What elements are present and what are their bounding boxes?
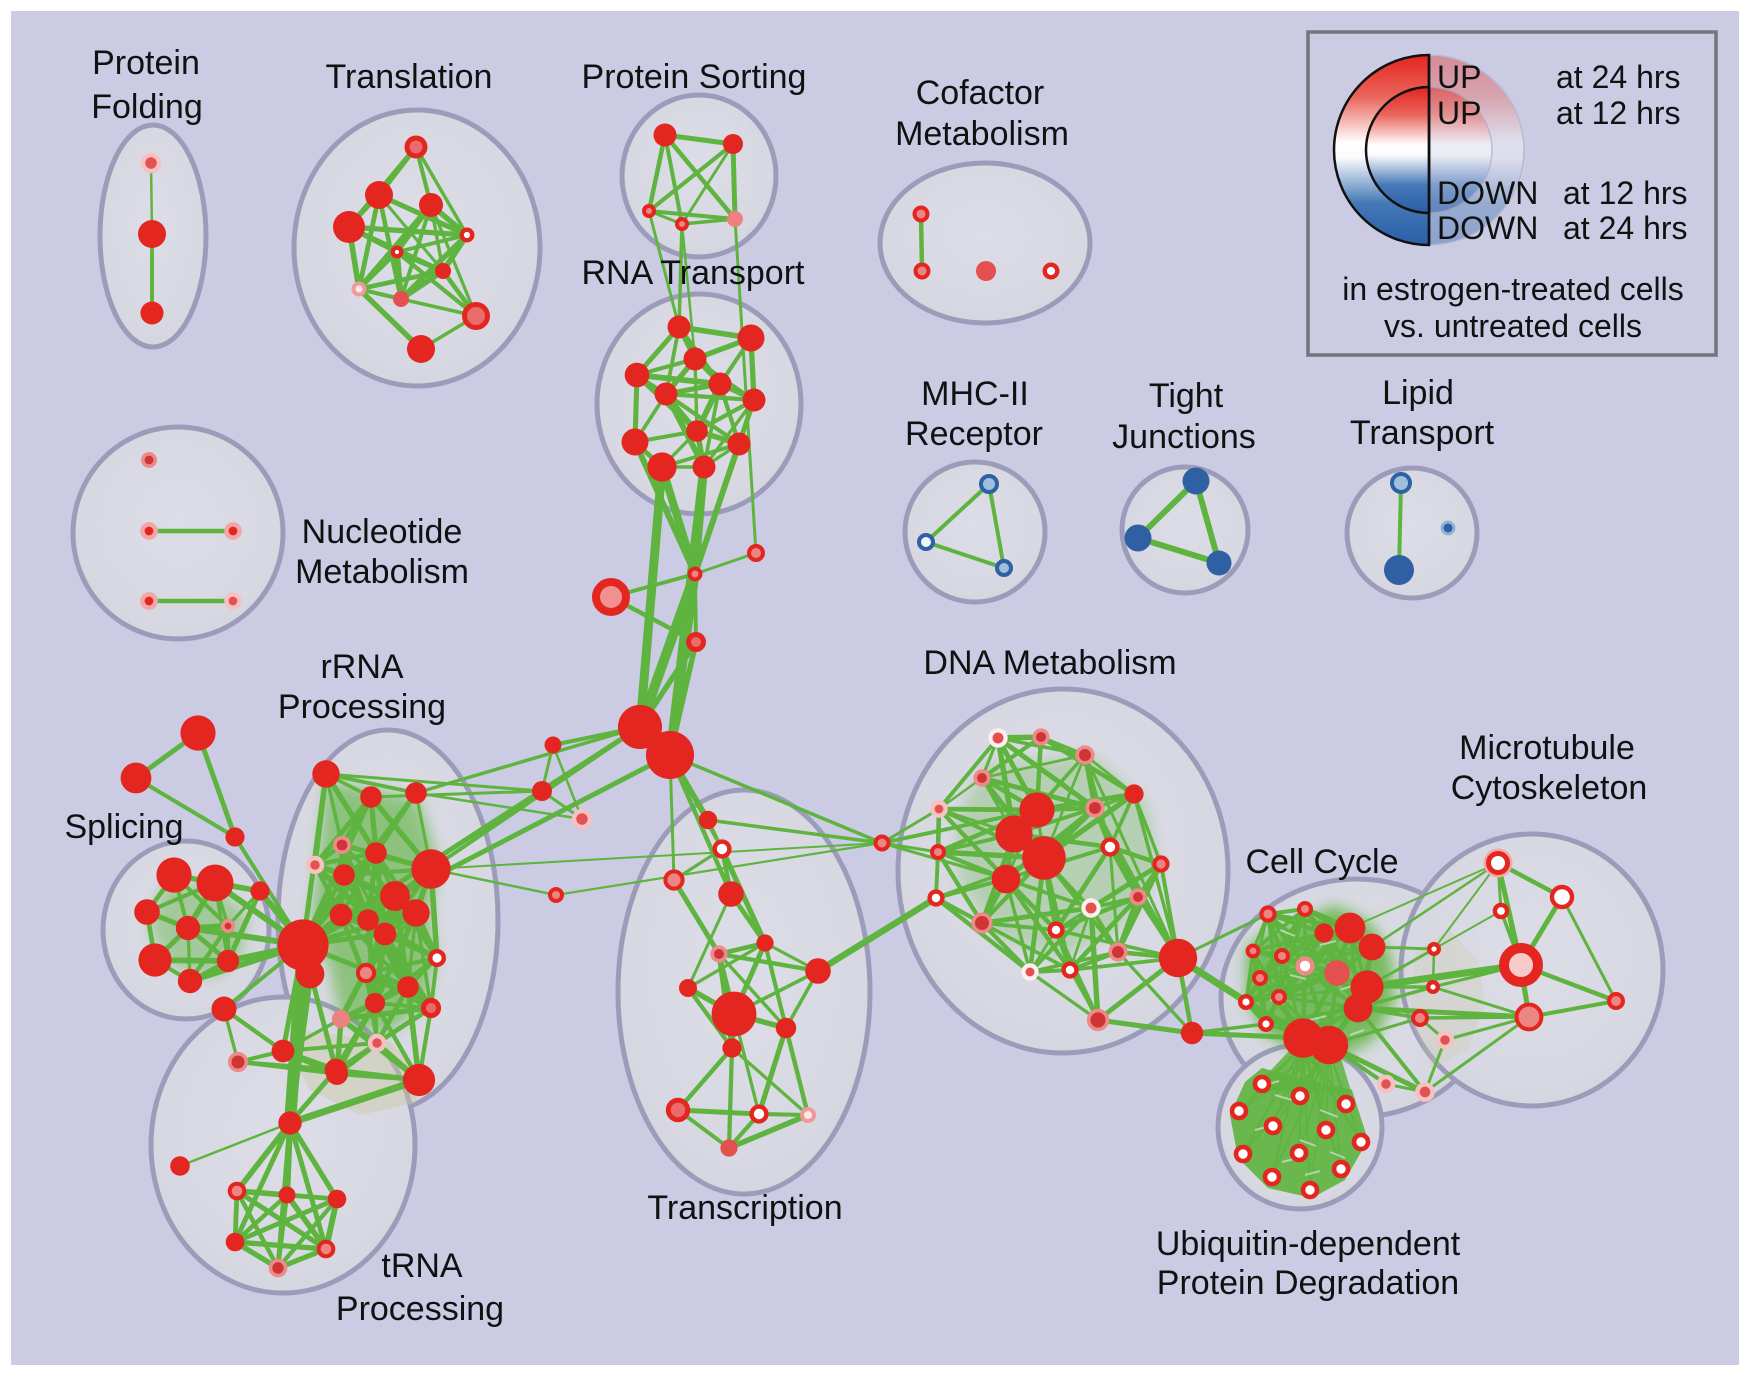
svg-text:Folding: Folding xyxy=(91,88,203,126)
svg-text:at 12 hrs: at 12 hrs xyxy=(1563,175,1688,211)
svg-text:UP: UP xyxy=(1437,95,1481,131)
svg-text:Translation: Translation xyxy=(326,58,493,96)
svg-text:Ubiquitin-dependent: Ubiquitin-dependent xyxy=(1156,1225,1461,1263)
svg-text:Lipid: Lipid xyxy=(1382,374,1454,412)
svg-text:Cell Cycle: Cell Cycle xyxy=(1245,843,1398,881)
svg-text:Transport: Transport xyxy=(1350,414,1495,452)
svg-text:at 24 hrs: at 24 hrs xyxy=(1556,59,1681,95)
svg-text:Microtubule: Microtubule xyxy=(1459,729,1635,767)
svg-text:DOWN: DOWN xyxy=(1437,210,1538,246)
svg-text:rRNA: rRNA xyxy=(320,648,403,686)
svg-text:at 24 hrs: at 24 hrs xyxy=(1563,210,1688,246)
svg-text:Metabolism: Metabolism xyxy=(895,115,1069,153)
svg-text:Splicing: Splicing xyxy=(64,808,183,846)
svg-text:in estrogen-treated cells: in estrogen-treated cells xyxy=(1342,271,1684,307)
svg-text:Metabolism: Metabolism xyxy=(295,553,469,591)
svg-text:Processing: Processing xyxy=(278,688,446,726)
svg-text:Cofactor: Cofactor xyxy=(916,74,1045,112)
svg-text:at 12 hrs: at 12 hrs xyxy=(1556,95,1681,131)
svg-text:Tight: Tight xyxy=(1149,377,1224,415)
svg-text:Cytoskeleton: Cytoskeleton xyxy=(1451,769,1648,807)
svg-text:Junctions: Junctions xyxy=(1112,418,1256,456)
svg-text:Processing: Processing xyxy=(336,1290,504,1328)
svg-text:tRNA: tRNA xyxy=(381,1247,463,1285)
svg-text:DOWN: DOWN xyxy=(1437,175,1538,211)
svg-text:Nucleotide: Nucleotide xyxy=(302,513,463,551)
svg-text:UP: UP xyxy=(1437,59,1481,95)
svg-text:Protein: Protein xyxy=(92,44,200,82)
svg-text:RNA Transport: RNA Transport xyxy=(582,254,806,292)
svg-text:Protein Degradation: Protein Degradation xyxy=(1157,1264,1459,1302)
svg-text:Transcription: Transcription xyxy=(647,1189,842,1227)
svg-text:vs. untreated cells: vs. untreated cells xyxy=(1384,308,1642,344)
svg-text:Receptor: Receptor xyxy=(905,415,1043,453)
svg-text:Protein Sorting: Protein Sorting xyxy=(582,58,807,96)
svg-text:DNA Metabolism: DNA Metabolism xyxy=(923,644,1176,682)
svg-text:MHC-II: MHC-II xyxy=(921,375,1029,413)
